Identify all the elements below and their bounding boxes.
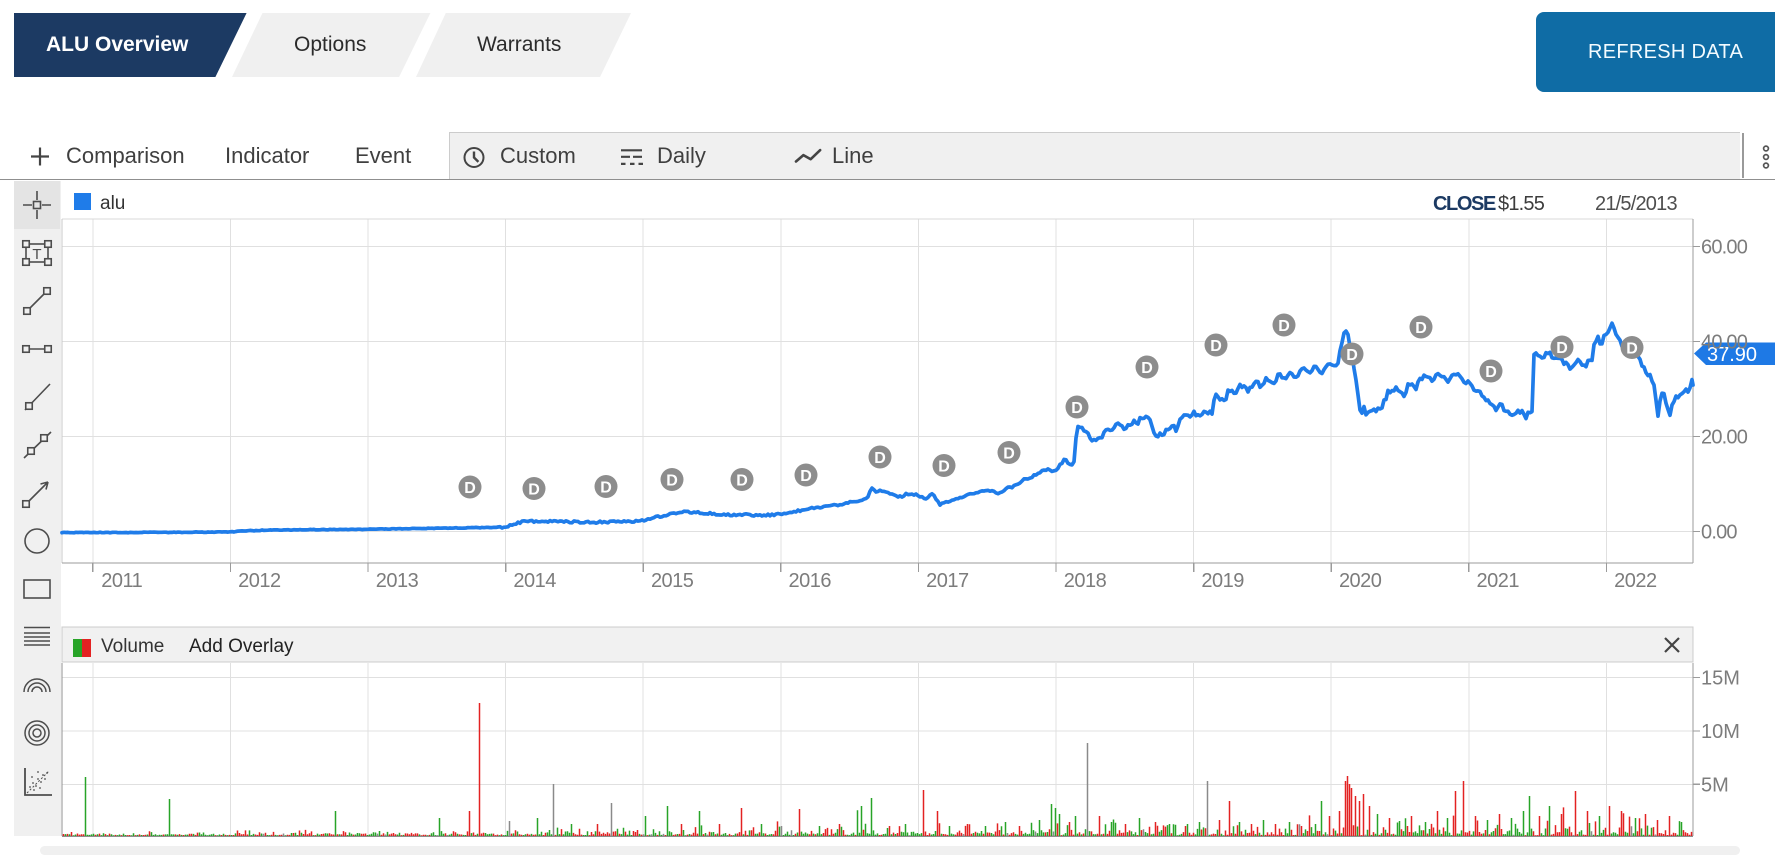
svg-text:2020: 2020 [1339,570,1382,592]
svg-text:2022: 2022 [1614,570,1657,592]
svg-text:D: D [800,468,812,485]
svg-text:2014: 2014 [513,570,556,592]
svg-text:2021: 2021 [1477,570,1520,592]
svg-text:D: D [1210,338,1222,355]
svg-text:5M: 5M [1701,774,1729,796]
svg-text:37.90: 37.90 [1707,344,1757,366]
svg-text:$1.55: $1.55 [1498,193,1545,215]
svg-text:21/5/2013: 21/5/2013 [1595,193,1677,215]
svg-text:CLOSE: CLOSE [1433,193,1496,215]
svg-text:2011: 2011 [101,570,142,592]
svg-text:D: D [666,472,678,489]
svg-text:D: D [736,472,748,489]
svg-text:2012: 2012 [238,570,281,592]
svg-text:2019: 2019 [1201,570,1244,592]
svg-text:D: D [1626,340,1638,357]
svg-text:D: D [1278,318,1290,335]
svg-text:T: T [32,246,41,263]
svg-text:D: D [1485,364,1497,381]
svg-text:40.00: 40.00 [1701,332,1748,354]
svg-text:2015: 2015 [651,570,694,592]
svg-text:D: D [1556,340,1568,357]
svg-text:D: D [528,481,540,498]
svg-text:D: D [1071,400,1083,417]
svg-text:2016: 2016 [789,570,832,592]
svg-text:10M: 10M [1701,721,1740,743]
svg-text:2017: 2017 [926,570,969,592]
svg-text:D: D [464,480,476,497]
svg-text:D: D [1415,320,1427,337]
svg-text:D: D [874,450,886,467]
svg-text:D: D [1003,445,1015,462]
svg-text:20.00: 20.00 [1701,427,1748,449]
svg-text:Add Overlay: Add Overlay [189,636,294,657]
svg-text:2018: 2018 [1064,570,1107,592]
svg-text:D: D [600,479,612,496]
svg-text:2013: 2013 [376,570,419,592]
svg-text:D: D [1346,347,1358,364]
svg-text:Volume: Volume [101,636,164,657]
svg-text:15M: 15M [1701,667,1740,689]
svg-text:D: D [1141,360,1153,377]
svg-text:0.00: 0.00 [1701,522,1737,544]
svg-text:alu: alu [100,193,125,214]
svg-text:D: D [938,458,950,475]
svg-text:60.00: 60.00 [1701,237,1748,259]
